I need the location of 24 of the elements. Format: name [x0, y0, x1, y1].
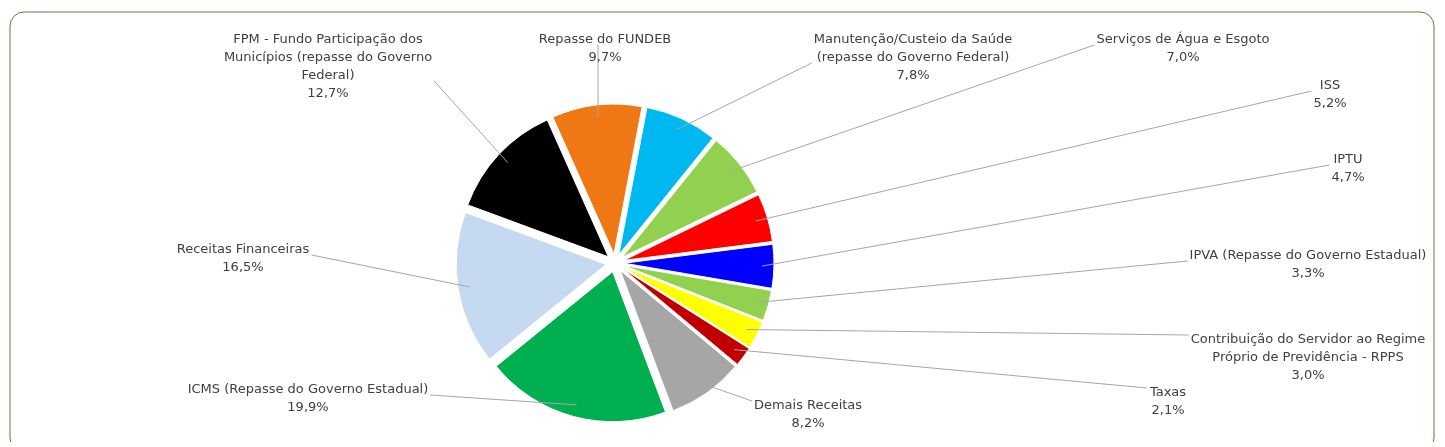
data-label: 7,8% [896, 67, 930, 82]
data-label: 7,0% [1166, 49, 1200, 64]
data-label: 9,7% [588, 49, 622, 64]
data-label: 16,5% [222, 259, 264, 274]
slice-label: Repasse do FUNDEB [538, 31, 672, 46]
data-label: 2,1% [1151, 402, 1185, 417]
data-label: 3,0% [1291, 367, 1325, 382]
slice-label: Taxas [1148, 384, 1187, 399]
slice-label: FPM - Fundo Participação dos Municípios (repasse do Governo Federal) [223, 31, 433, 82]
slice-label: Receitas Financeiras [176, 241, 310, 256]
slice-label: ICMS (Repasse do Governo Estadual) [187, 381, 429, 396]
slice-label: ISS [1319, 77, 1341, 92]
data-label: 12,7% [307, 85, 349, 100]
data-label: 8,2% [791, 415, 825, 430]
data-label: 3,3% [1291, 265, 1325, 280]
data-label: 4,7% [1331, 169, 1365, 184]
slice-label: Contribuição do Servidor ao Regime Próprio de Previdência - RPPS [1190, 331, 1426, 364]
slice-label: IPTU [1333, 151, 1363, 166]
slice-label: Demais Receitas [753, 397, 863, 412]
slice-label: IPVA (Repasse do Governo Estadual) [1189, 247, 1427, 262]
slice-label: Serviços de Água e Esgoto [1096, 31, 1270, 46]
data-label: 19,9% [287, 399, 329, 414]
slice-label: Manutenção/Custeio da Saúde (repasse do Governo Federal) [813, 31, 1013, 64]
data-label: 5,2% [1313, 95, 1347, 110]
